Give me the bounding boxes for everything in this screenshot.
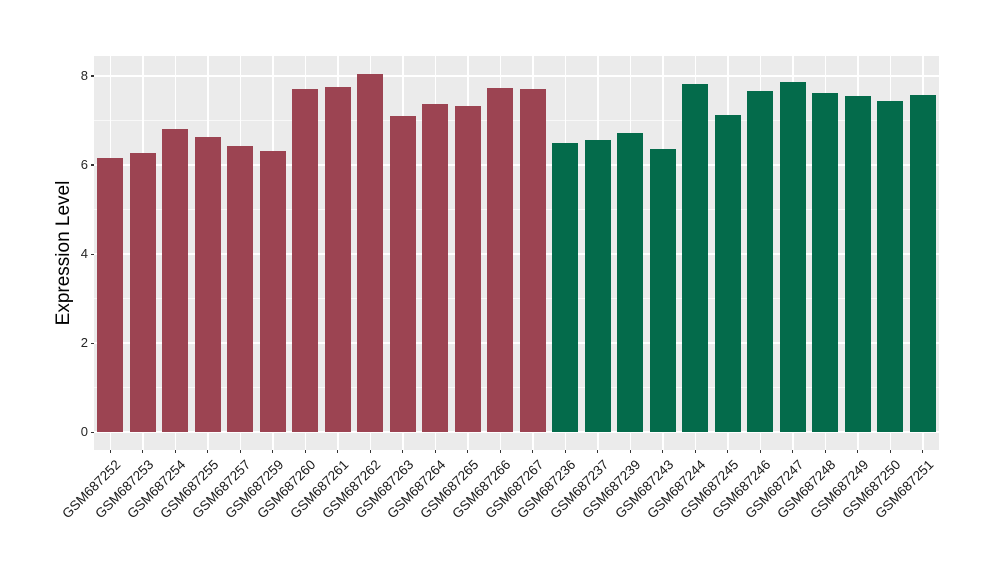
x-tick-mark: [207, 450, 209, 453]
bar-GSM687239: [617, 133, 644, 433]
bar-GSM687245: [714, 114, 741, 433]
y-tick-label: 6: [80, 157, 88, 173]
x-tick-mark: [662, 450, 664, 453]
x-tick-mark: [889, 450, 891, 453]
x-tick-mark: [629, 450, 631, 453]
x-tick-mark: [272, 450, 274, 453]
bar-GSM687259: [259, 151, 286, 433]
x-tick-mark: [532, 450, 534, 453]
bar-GSM687237: [584, 139, 611, 433]
y-tick-mark: [91, 164, 94, 166]
x-tick-mark: [304, 450, 306, 453]
major-gridline: [94, 342, 939, 344]
bar-GSM687251: [909, 95, 936, 433]
bar-GSM687263: [389, 116, 416, 433]
y-tick-label: 0: [80, 424, 88, 440]
bar-GSM687255: [194, 137, 221, 433]
x-tick-mark: [467, 450, 469, 453]
y-tick-label: 2: [80, 335, 88, 351]
major-gridline: [94, 75, 939, 77]
y-tick-label: 8: [80, 68, 88, 84]
x-tick-mark: [142, 450, 144, 453]
minor-gridline: [94, 298, 939, 300]
bar-GSM687243: [649, 148, 676, 433]
minor-gridline: [94, 120, 939, 121]
x-tick-mark: [824, 450, 826, 453]
bar-GSM687253: [129, 152, 156, 433]
minor-gridline: [94, 387, 939, 389]
x-tick-mark: [597, 450, 599, 453]
y-tick-mark: [91, 431, 94, 433]
x-tick-mark: [727, 450, 729, 453]
bar-GSM687244: [682, 84, 709, 433]
bar-GSM687236: [552, 142, 579, 433]
x-tick-mark: [239, 450, 241, 453]
x-tick-mark: [922, 450, 924, 453]
bar-GSM687265: [454, 106, 481, 433]
major-gridline: [94, 253, 939, 255]
x-tick-mark: [694, 450, 696, 453]
y-tick-label: 4: [80, 246, 88, 262]
bar-GSM687260: [292, 88, 319, 433]
bar-GSM687247: [779, 81, 806, 433]
bar-GSM687252: [97, 158, 124, 433]
x-tick-mark: [109, 450, 111, 453]
x-tick-mark: [174, 450, 176, 453]
bar-GSM687264: [422, 104, 449, 433]
bar-GSM687249: [844, 96, 871, 433]
bar-GSM687261: [324, 87, 351, 433]
x-tick-mark: [759, 450, 761, 453]
x-tick-mark: [337, 450, 339, 453]
plot-panel: [94, 56, 939, 450]
y-tick-mark: [91, 253, 94, 255]
bar-GSM687266: [487, 87, 514, 433]
minor-gridline: [94, 209, 939, 210]
bar-GSM687248: [812, 93, 839, 433]
bar-GSM687262: [357, 73, 384, 433]
major-gridline: [94, 431, 939, 433]
bar-GSM687250: [877, 101, 904, 433]
x-tick-mark: [434, 450, 436, 453]
x-tick-mark: [402, 450, 404, 453]
bar-GSM687257: [227, 146, 254, 433]
x-tick-mark: [369, 450, 371, 453]
bar-GSM687267: [519, 88, 546, 433]
x-tick-mark: [792, 450, 794, 453]
bar-GSM687246: [747, 91, 774, 433]
major-gridline: [94, 164, 939, 166]
x-tick-mark: [564, 450, 566, 453]
bar-GSM687254: [162, 128, 189, 433]
x-tick-mark: [857, 450, 859, 453]
x-tick-mark: [499, 450, 501, 453]
y-tick-mark: [91, 75, 94, 77]
y-tick-mark: [91, 342, 94, 344]
